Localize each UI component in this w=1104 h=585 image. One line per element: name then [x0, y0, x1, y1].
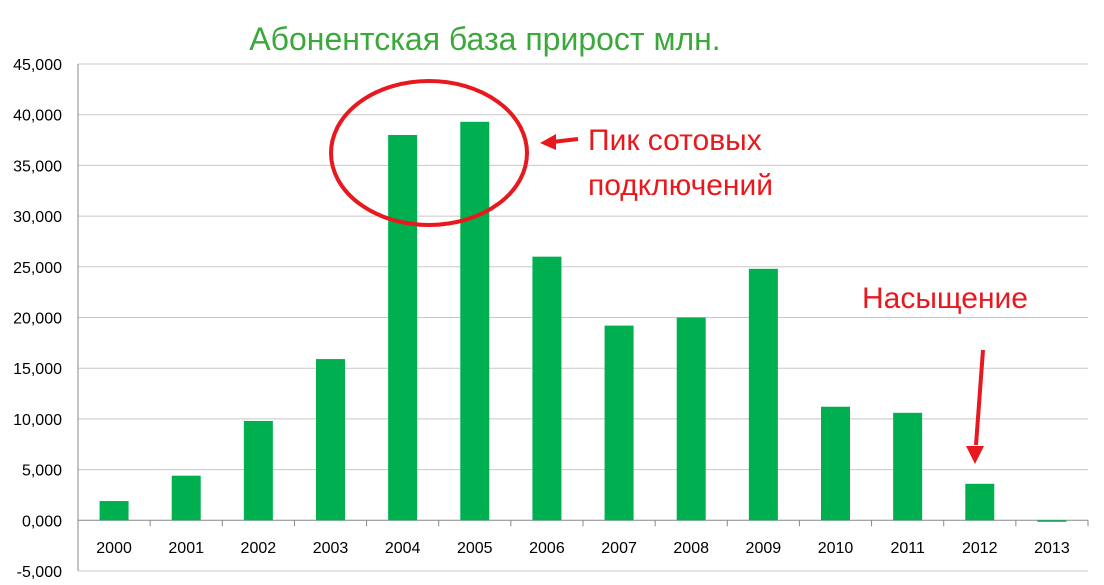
- x-tick-label: 2008: [673, 540, 709, 557]
- y-tick-label: 25,000: [13, 260, 62, 277]
- x-tick-label: 2003: [313, 540, 349, 557]
- y-tick-label: 10,000: [13, 412, 62, 429]
- bar-2001: [171, 475, 201, 521]
- x-tick-label: 2005: [457, 540, 493, 557]
- y-tick-label: 15,000: [13, 361, 62, 378]
- bar-2011: [893, 412, 923, 521]
- y-tick-label: 20,000: [13, 311, 62, 328]
- peak-annotation-line2: подключений: [588, 169, 773, 202]
- x-tick-label: 2001: [168, 540, 204, 557]
- bar-2010: [821, 406, 850, 521]
- peak-arrow: [540, 134, 579, 150]
- x-tick-label: 2009: [746, 540, 782, 557]
- bar-2008: [676, 317, 706, 521]
- y-axis-ticks: -5,000 0,000 5,000 10,000 15,000 20,000 25,000…: [13, 57, 62, 581]
- y-tick-label: 30,000: [13, 209, 62, 226]
- peak-annotation-line1: Пик сотовых: [588, 124, 762, 157]
- x-tick-label: 2000: [96, 540, 132, 557]
- y-tick-label: -5,000: [17, 564, 62, 581]
- y-tick-label: 35,000: [13, 158, 62, 175]
- x-tick-label: 2006: [529, 540, 565, 557]
- peak-highlight-circle: [329, 79, 529, 227]
- gridlines: [78, 63, 1088, 572]
- bar-2004: [388, 134, 418, 521]
- x-tick-label: 2004: [385, 540, 421, 557]
- y-tick-label: 45,000: [13, 57, 62, 74]
- x-tick-label: 2002: [241, 540, 277, 557]
- x-tick-label: 2011: [890, 540, 925, 557]
- x-tick-label: 2007: [601, 540, 637, 557]
- bar-2013: [1037, 520, 1067, 522]
- bars: [99, 121, 1067, 522]
- bar-2012: [965, 483, 995, 521]
- x-axis-ticks: 2000 2001 2002 2003 2004 2005 2006 2007 2008 2009…: [96, 540, 1070, 557]
- bar-2002: [243, 420, 273, 521]
- x-tick-label: 2013: [1034, 540, 1070, 557]
- bar-2007: [604, 325, 634, 521]
- y-tick-label: 0,000: [22, 513, 62, 530]
- bar-2003: [316, 359, 345, 521]
- y-tick-label: 40,000: [13, 108, 62, 125]
- x-tick-label: 2010: [818, 540, 854, 557]
- bar-2009: [748, 268, 778, 521]
- saturation-arrow: [966, 349, 985, 464]
- chart-title: Абонентская база прирост млн.: [249, 21, 720, 57]
- saturation-annotation: Насыщение: [862, 282, 1028, 315]
- bar-2006: [532, 256, 562, 521]
- bar-2000: [99, 501, 129, 521]
- y-tick-label: 5,000: [22, 463, 62, 480]
- x-tick-label: 2012: [962, 540, 998, 557]
- bar-2005: [460, 121, 490, 521]
